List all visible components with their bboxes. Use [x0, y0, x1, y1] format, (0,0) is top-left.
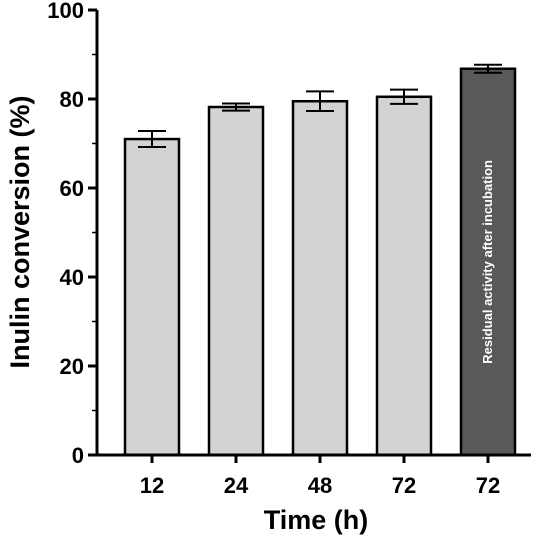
y-axis-title: Inulin conversion (%) — [5, 95, 35, 368]
x-tick-label: 48 — [308, 473, 332, 498]
y-tick-label: 0 — [72, 443, 84, 468]
error-bars — [138, 63, 502, 149]
x-tick-labels: 12 24 48 72 72 — [140, 455, 500, 498]
y-tick-label: 60 — [60, 176, 84, 201]
y-tick-label: 80 — [60, 87, 84, 112]
bars — [123, 67, 517, 457]
bar-annotation: Residual activity after incubation — [480, 160, 495, 364]
x-tick-label: 24 — [224, 473, 249, 498]
y-tick-label: 40 — [60, 265, 84, 290]
y-tick-label: 20 — [60, 354, 84, 379]
bar — [459, 67, 517, 457]
bar — [375, 95, 433, 457]
x-axis-title: Time (h) — [264, 505, 369, 535]
bar — [123, 137, 181, 457]
y-axis-ticks: 0 20 40 60 80 100 — [47, 0, 97, 468]
x-tick-label: 72 — [476, 473, 500, 498]
bar — [207, 105, 265, 457]
bar — [291, 99, 349, 457]
x-tick-label: 72 — [392, 473, 416, 498]
y-tick-label: 100 — [47, 0, 84, 23]
x-tick-label: 12 — [140, 473, 164, 498]
